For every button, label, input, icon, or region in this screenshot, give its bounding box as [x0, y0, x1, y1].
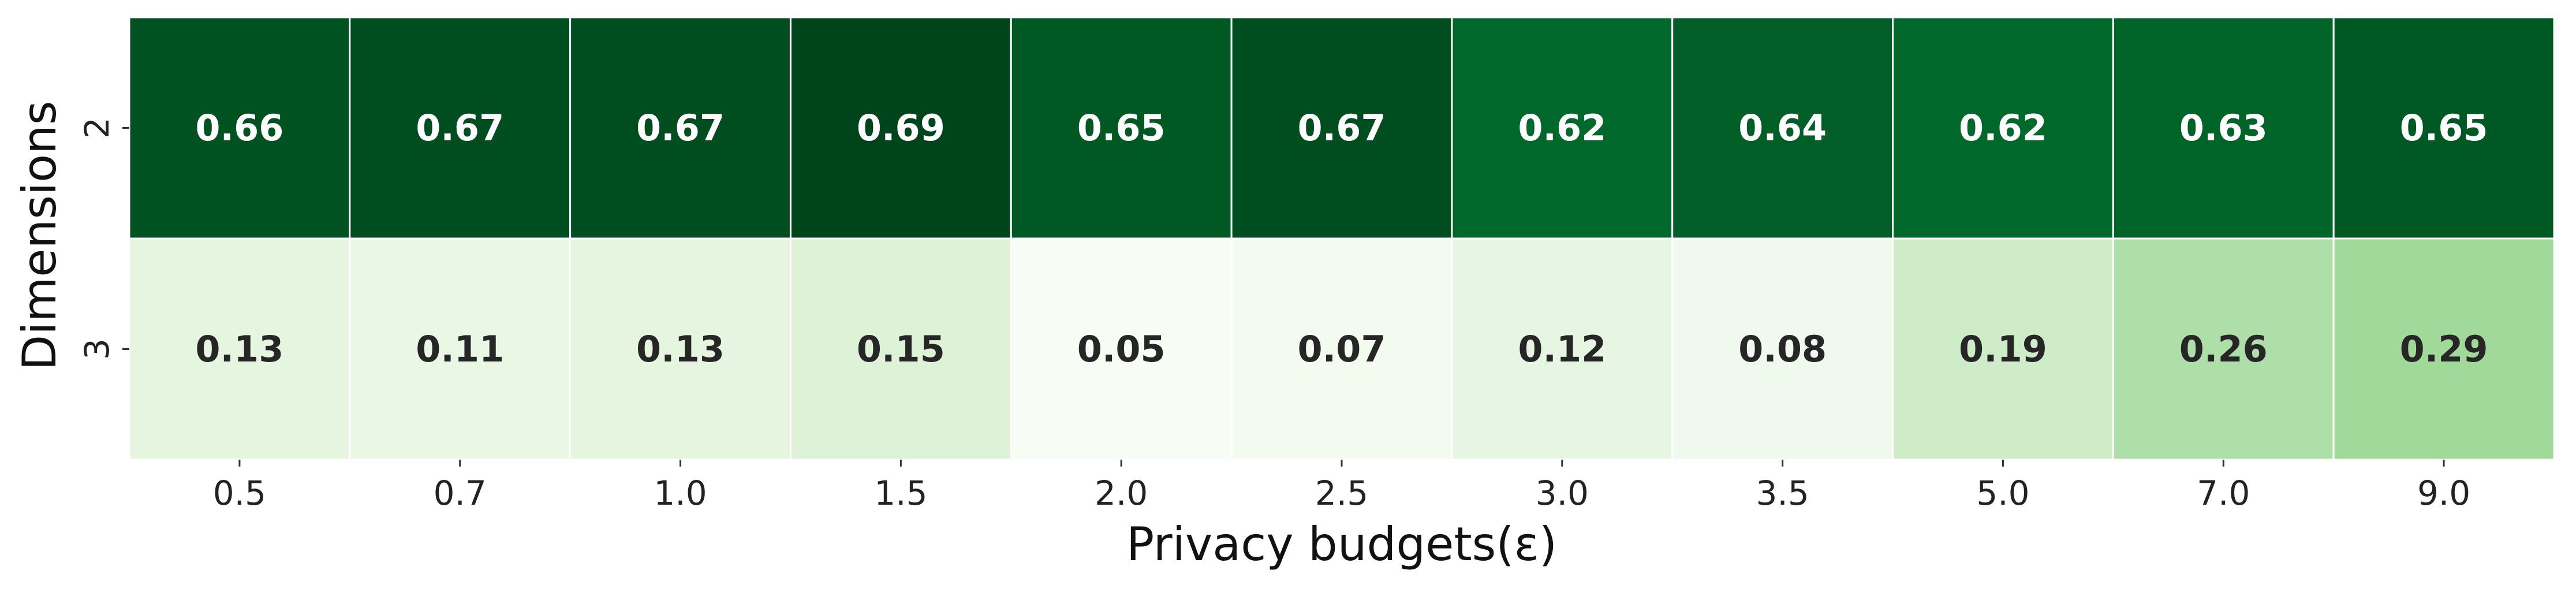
cell-value-label: 0.08 [1738, 328, 1827, 370]
cell-value-label: 0.12 [1518, 328, 1606, 370]
cell-value-label: 0.67 [1298, 107, 1386, 149]
cell-value-label: 0.67 [416, 107, 504, 149]
cell-value-label: 0.07 [1298, 328, 1386, 370]
cell-value-label: 0.15 [857, 328, 945, 370]
cell-value-label: 0.13 [636, 328, 725, 370]
x-axis: 0.5 0.7 1.0 1.5 2.0 2.5 3.0 3.5 5.0 7.0 9.0 [213, 460, 2470, 513]
heatmap-cell [349, 16, 572, 240]
heatmap-cell [2112, 237, 2335, 461]
x-tick-label: 1.0 [654, 474, 707, 513]
heatmap-cell [1010, 16, 1233, 240]
heatmap-cell [1451, 237, 1674, 461]
x-tick-label: 5.0 [1976, 474, 2029, 513]
cell-value-label: 0.29 [2400, 328, 2488, 370]
heatmap-cell [128, 237, 351, 461]
x-axis-title: Privacy budgets(ε) [1126, 517, 1557, 571]
x-tick-label: 0.5 [213, 474, 266, 513]
heatmap-cell [349, 237, 572, 461]
cell-value-label: 0.69 [857, 107, 945, 149]
x-tick-label: 0.7 [434, 474, 487, 513]
x-tick-label: 3.5 [1756, 474, 1809, 513]
heatmap-cells: 0.66 0.67 0.67 0.69 0.65 0.67 0.62 0.64 0.62 0.63… [128, 16, 2555, 461]
cell-value-label: 0.67 [636, 107, 725, 149]
heatmap-cell [1671, 16, 1894, 240]
x-tick-label: 2.0 [1095, 474, 1148, 513]
heatmap-cell [569, 237, 792, 461]
cell-value-label: 0.66 [195, 107, 283, 149]
heatmap-cell [1010, 237, 1233, 461]
cell-value-label: 0.05 [1077, 328, 1166, 370]
cell-value-label: 0.13 [195, 328, 283, 370]
cell-value-label: 0.26 [2179, 328, 2268, 370]
y-tick-label: 3 [77, 338, 117, 360]
x-tick-label: 2.5 [1315, 474, 1368, 513]
x-tick-label: 1.5 [874, 474, 927, 513]
heatmap-cell [1230, 237, 1453, 461]
heatmap-cell [2332, 237, 2555, 461]
cell-value-label: 0.63 [2179, 107, 2268, 149]
cell-value-label: 0.62 [1959, 107, 2047, 149]
cell-value-label: 0.65 [2400, 107, 2488, 149]
x-tick-label: 7.0 [2197, 474, 2250, 513]
y-axis-title: Dimensions [13, 101, 66, 371]
y-axis: 23 [77, 117, 129, 360]
heatmap-cell [1671, 237, 1894, 461]
heatmap-cell [1230, 16, 1453, 240]
heatmap-cell [2332, 16, 2555, 240]
y-tick-label: 2 [77, 117, 117, 139]
cell-value-label: 0.19 [1959, 328, 2047, 370]
heatmap-cell [569, 16, 792, 240]
heatmap-cell [1892, 237, 2114, 461]
cell-value-label: 0.62 [1518, 107, 1606, 149]
cell-value-label: 0.65 [1077, 107, 1166, 149]
heatmap-cell [789, 237, 1012, 461]
x-tick-label: 9.0 [2417, 474, 2470, 513]
cell-value-label: 0.11 [416, 328, 504, 370]
x-tick-label: 3.0 [1536, 474, 1589, 513]
heatmap-cell [2112, 16, 2335, 240]
heatmap-cell [128, 16, 351, 240]
cell-value-label: 0.64 [1738, 107, 1827, 149]
heatmap-cell [789, 16, 1012, 240]
